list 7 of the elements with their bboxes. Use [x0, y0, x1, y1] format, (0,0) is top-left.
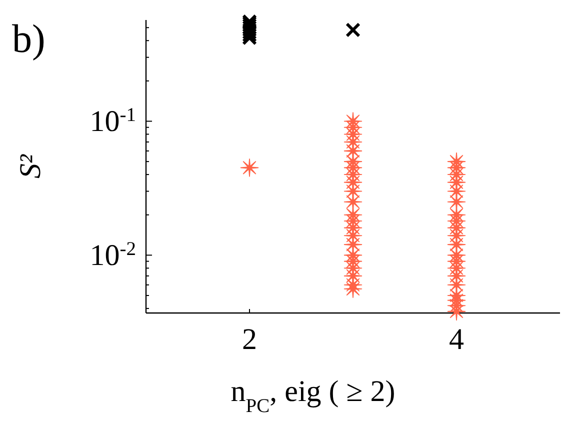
- y-axis-title: S²: [14, 154, 47, 178]
- x-tick-label: 4: [449, 323, 464, 356]
- text: b): [12, 16, 46, 61]
- x-tick-label: 2: [242, 323, 257, 356]
- y-tick-label: 10$^{-1}$: [90, 104, 136, 138]
- x-axis-title: n$_{PC}$, eig ( ≥ 2): [230, 375, 396, 416]
- y-tick-label: 10$^{-2}$: [90, 238, 136, 272]
